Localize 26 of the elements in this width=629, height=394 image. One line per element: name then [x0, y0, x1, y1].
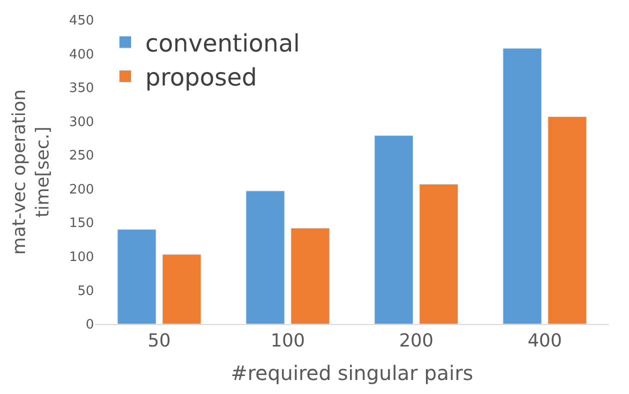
- bar: [290, 228, 330, 324]
- y-tick-label: 50: [77, 284, 94, 299]
- bar: [162, 254, 202, 324]
- bar: [246, 190, 285, 324]
- y-tick-label: 0: [86, 318, 94, 333]
- y-axis-title: mat-vec operation time[sec.]: [8, 89, 54, 255]
- x-tick-label: 50: [148, 330, 171, 352]
- legend-label: conventional: [145, 29, 300, 58]
- bar: [548, 116, 587, 324]
- bar: [117, 229, 156, 324]
- bar: [374, 135, 414, 324]
- x-tick-label: 100: [270, 330, 305, 352]
- x-tick-label: 400: [528, 330, 562, 352]
- legend-label: proposed: [145, 64, 257, 92]
- x-axis-title: #required singular pairs: [230, 361, 474, 386]
- bar: [502, 48, 542, 324]
- y-tick-label: 350: [69, 81, 94, 96]
- y-tick-label: 150: [69, 216, 94, 232]
- y-tick-label: 250: [69, 148, 94, 164]
- y-tick-label: 200: [69, 182, 94, 198]
- y-tick-label: 450: [69, 14, 94, 29]
- y-tick-label: 300: [69, 114, 94, 130]
- y-tick-label: 100: [69, 250, 94, 265]
- x-tick-label: 200: [399, 330, 434, 352]
- bar: [419, 184, 458, 324]
- y-tick-label: 400: [69, 47, 94, 62]
